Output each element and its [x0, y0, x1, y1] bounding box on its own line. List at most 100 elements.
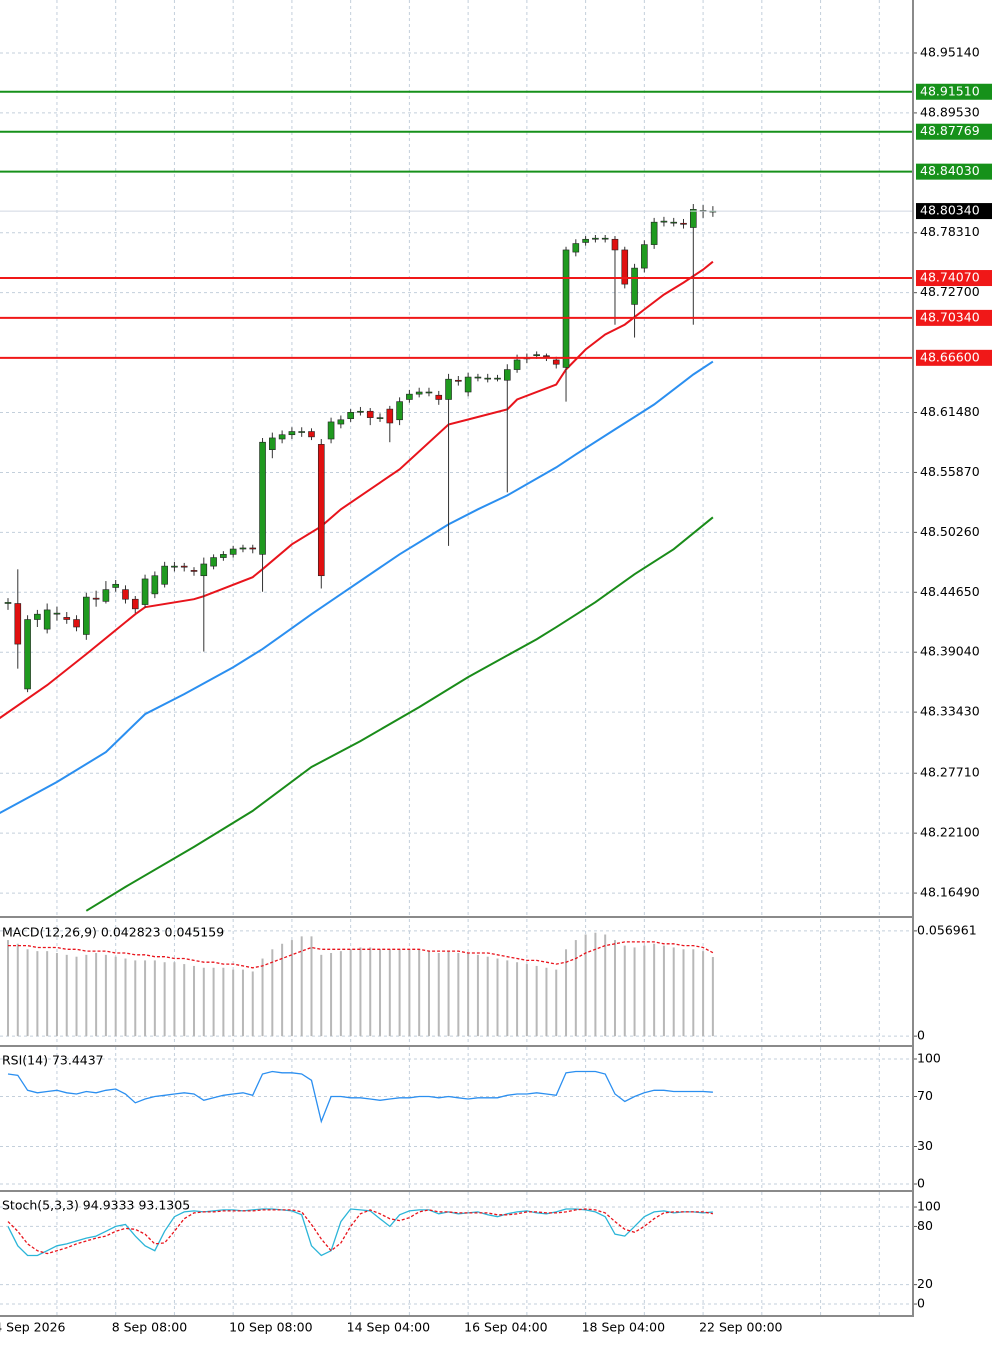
candle-body [650, 221, 658, 245]
histogram-bar [163, 962, 166, 1037]
level-label-box [916, 83, 992, 100]
candle-body [366, 410, 374, 418]
candle-body [592, 237, 599, 240]
candle-body [239, 547, 247, 550]
indicator-line [8, 941, 714, 969]
histogram-bar [349, 949, 352, 1037]
candle-body [43, 609, 51, 630]
candle-body [141, 578, 149, 605]
moving-average [0, 360, 714, 815]
histogram-bar [75, 956, 78, 1037]
candle-body [503, 369, 511, 381]
candle-body [229, 548, 237, 555]
candle-body [180, 565, 188, 568]
y-tick-label: 0 [917, 1176, 925, 1191]
y-tick-label: 48.55870 [920, 464, 980, 479]
candle-body [484, 377, 492, 380]
histogram-bar [594, 932, 597, 1037]
histogram-bar [408, 949, 411, 1037]
y-tick-label: 48.39040 [920, 644, 980, 659]
histogram-bar [613, 940, 616, 1037]
histogram-bar [222, 967, 225, 1037]
candle-body [200, 563, 208, 577]
histogram-bar [584, 934, 587, 1037]
histogram-bar [261, 958, 264, 1037]
candle-body [63, 617, 71, 620]
histogram-bar [55, 952, 58, 1037]
candle-body [317, 444, 325, 577]
y-tick-label: 48.89530 [920, 104, 980, 119]
level-label-box [916, 123, 992, 140]
histogram-bar [604, 934, 607, 1037]
y-tick-label: 70 [917, 1088, 933, 1103]
histogram-bar [682, 949, 685, 1037]
histogram-bar [281, 943, 284, 1037]
candle-body [611, 238, 619, 251]
histogram-bar [36, 951, 39, 1037]
y-tick-label: 48.95140 [920, 44, 980, 59]
histogram-bar [476, 954, 479, 1037]
y-tick-label: 0 [917, 1296, 925, 1311]
level-label: 48.91510 [920, 83, 980, 98]
candle-body [112, 583, 119, 588]
x-tick-label: 14 Sep 04:00 [347, 1320, 430, 1335]
histogram-bar [104, 954, 107, 1037]
histogram-bar [672, 947, 675, 1037]
histogram-bar [330, 952, 333, 1037]
candle-body [533, 354, 540, 356]
candle-body [415, 391, 423, 395]
x-tick-label: 16 Sep 04:00 [464, 1320, 547, 1335]
histogram-bar [711, 957, 714, 1037]
level-label: 48.66600 [920, 349, 980, 364]
histogram-bar [183, 964, 186, 1037]
histogram-bar [574, 940, 577, 1037]
histogram-bar [369, 947, 372, 1037]
histogram-bar [447, 951, 450, 1037]
indicator-title: MACD(12,26,9) 0.042823 0.045159 [2, 925, 224, 940]
candle-body [210, 557, 217, 567]
histogram-bar [339, 951, 342, 1037]
level-label-box [916, 349, 992, 366]
histogram-bar [702, 951, 705, 1037]
candle-body [435, 394, 443, 400]
candle-body [347, 412, 354, 420]
histogram-bar [310, 936, 313, 1037]
y-tick-label: 48.27710 [920, 765, 980, 780]
current-price-box [916, 203, 992, 220]
candle-body [562, 249, 570, 368]
candle-body [24, 619, 31, 690]
histogram-bar [241, 969, 244, 1037]
candle-body [396, 401, 403, 421]
candle-body [572, 243, 580, 253]
candle-body [425, 391, 433, 394]
histogram-bar [457, 952, 460, 1037]
candle-body [34, 613, 41, 620]
candle-body [259, 441, 266, 555]
candle-body [543, 355, 550, 358]
y-tick-label: 100 [917, 1199, 941, 1214]
candle-body [513, 359, 521, 370]
candle-body [327, 421, 335, 440]
candle-body [73, 619, 80, 628]
histogram-bar [486, 956, 489, 1037]
candle-body [445, 378, 452, 400]
histogram-bar [418, 949, 421, 1037]
histogram-bar [153, 960, 156, 1037]
histogram-bar [7, 940, 9, 1037]
level-label: 48.84030 [920, 163, 980, 178]
histogram-bar [662, 945, 665, 1037]
level-label: 48.70340 [920, 309, 980, 324]
y-tick-label: 48.61480 [920, 404, 980, 419]
x-tick-label: 18 Sep 04:00 [582, 1320, 665, 1335]
candle-body [552, 359, 560, 365]
histogram-bar [124, 958, 127, 1037]
histogram-bar [65, 954, 68, 1037]
candle-body [337, 419, 345, 425]
candle-body [288, 431, 296, 436]
indicator-line [7, 1208, 714, 1255]
candle-body [220, 554, 227, 558]
candle-body [621, 249, 629, 285]
histogram-bar [320, 954, 323, 1037]
candle-body [660, 220, 668, 223]
level-label-box [916, 309, 992, 326]
